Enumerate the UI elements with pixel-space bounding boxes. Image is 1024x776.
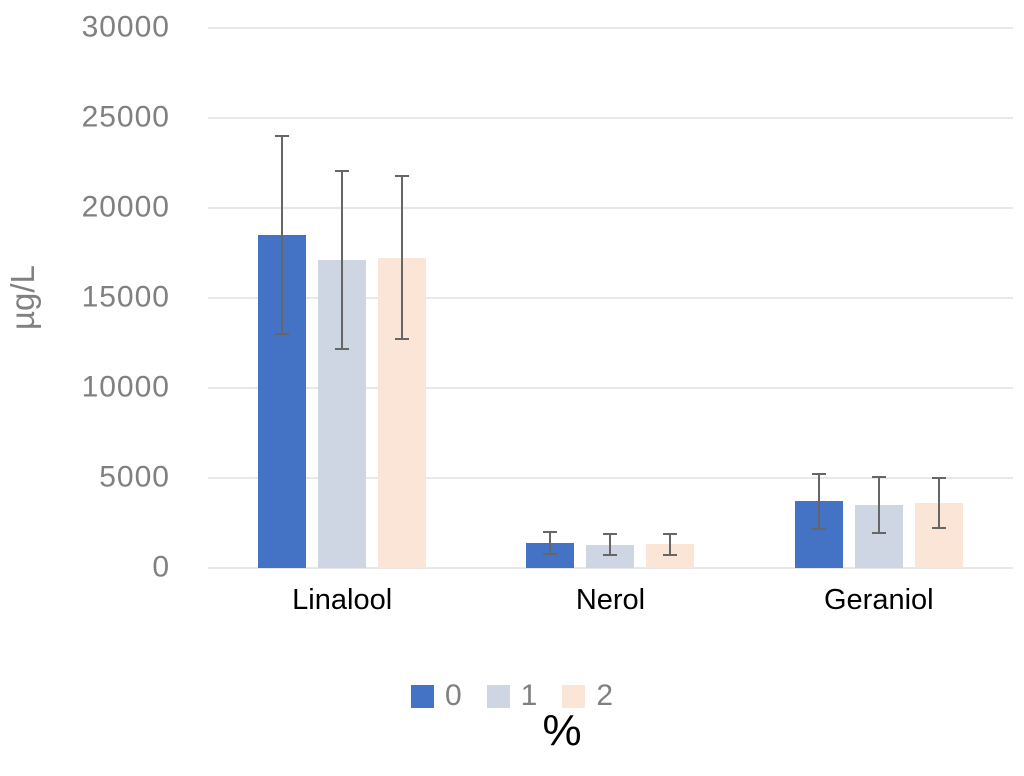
y-tick-label: 10000 <box>81 370 170 404</box>
bar-cell-geraniol-series-2 <box>914 28 963 568</box>
legend-label: 1 <box>520 679 538 712</box>
error-bar-cap <box>335 348 350 351</box>
plot-area <box>208 27 1013 569</box>
bar-cell-nerol-series-2 <box>646 28 695 568</box>
bar-nerol-series-2 <box>646 544 695 568</box>
bar-group-linalool <box>208 28 476 568</box>
error-bar-cap <box>871 531 886 534</box>
legend: 0 1 2 <box>0 681 1024 711</box>
error-bar-line <box>937 478 940 529</box>
gridline <box>208 387 1013 389</box>
x-category-label-linalool: Linalool <box>292 584 393 616</box>
legend-swatch <box>486 684 510 708</box>
error-bar-cap <box>335 170 350 173</box>
error-bar-line <box>549 532 552 554</box>
error-bar-cap <box>275 135 290 137</box>
bar-cell-geraniol-series-0 <box>794 28 843 568</box>
error-bar-line <box>281 136 284 334</box>
y-tick-label: 0 <box>152 550 170 584</box>
error-bar-cap <box>663 532 678 535</box>
error-bar-line <box>669 533 672 555</box>
error-bar-cap <box>603 532 618 535</box>
bar-cell-linalool-series-1 <box>318 28 367 568</box>
x-category-label-nerol: Nerol <box>575 584 646 616</box>
y-tick-label: 5000 <box>99 460 170 494</box>
bar-cell-nerol-series-1 <box>586 28 635 568</box>
gridline <box>208 207 1013 209</box>
error-bar-cap <box>543 552 558 555</box>
error-bar-cap <box>931 477 946 479</box>
legend-item-2: 2 <box>562 681 613 711</box>
gridline <box>208 567 1013 569</box>
legend-item-0: 0 <box>410 679 462 712</box>
error-bar-cap <box>543 531 558 533</box>
legend-label: 0 <box>444 679 462 712</box>
gridline <box>208 477 1013 479</box>
error-bar-line <box>877 477 880 533</box>
error-bar-line <box>401 175 404 340</box>
error-bar-cap <box>663 553 678 556</box>
legend-swatch <box>410 684 434 708</box>
bar-group-nerol <box>476 28 744 568</box>
y-tick-label: 30000 <box>81 10 170 44</box>
error-bar-cap <box>811 528 826 531</box>
error-bar-cap <box>603 554 618 557</box>
bar-cell-geraniol-series-1 <box>854 28 903 568</box>
error-bar-cap <box>395 174 410 177</box>
y-tick-label: 15000 <box>81 280 170 314</box>
bar-group-geraniol <box>745 28 1013 568</box>
error-bar-cap <box>931 527 946 530</box>
bar-cell-linalool-series-2 <box>378 28 427 568</box>
y-tick-label: 25000 <box>81 100 170 134</box>
x-axis-title: % <box>542 706 582 755</box>
gridline <box>208 297 1013 299</box>
gridline <box>208 27 1013 29</box>
error-bar-cap <box>395 338 410 341</box>
legend-item-1: 1 <box>486 679 538 712</box>
error-bar-line <box>817 473 820 530</box>
y-tick-label: 20000 <box>81 190 170 224</box>
error-bar-cap <box>871 476 886 479</box>
error-bar-line <box>609 533 612 556</box>
error-bar-cap <box>275 333 290 335</box>
error-bar-cap <box>811 472 826 475</box>
error-bar-line <box>341 171 344 350</box>
x-category-label-geraniol: Geraniol <box>824 584 934 616</box>
legend-swatch <box>562 684 586 708</box>
bar-cell-linalool-series-0 <box>258 28 307 568</box>
legend-label: 2 <box>596 679 614 712</box>
gridline <box>208 117 1013 119</box>
bar-cell-nerol-series-0 <box>526 28 575 568</box>
